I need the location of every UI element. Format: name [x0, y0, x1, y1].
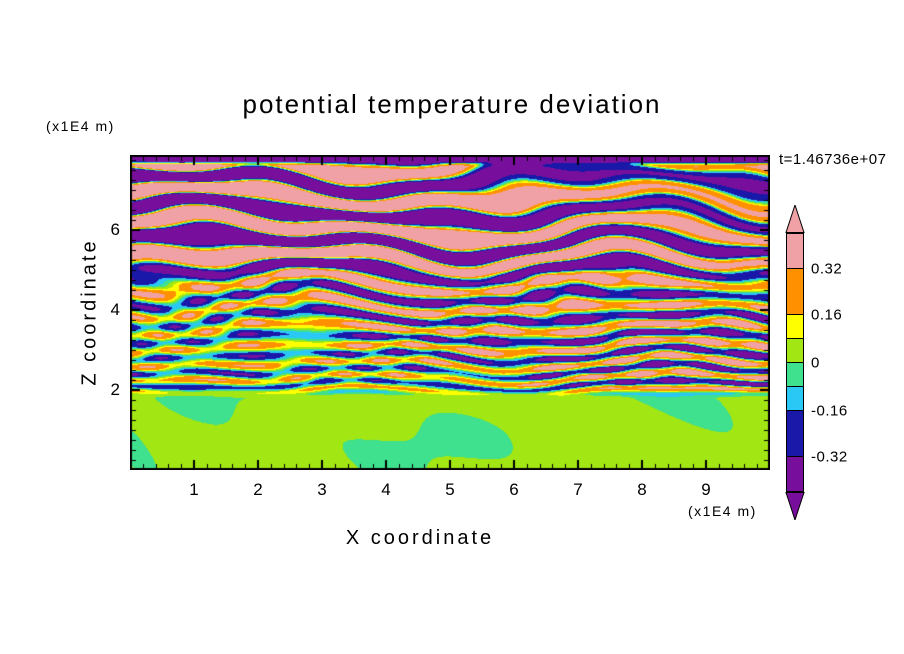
x-tick-label: 7	[573, 480, 583, 499]
x-tick-label: 1	[189, 480, 199, 499]
x-tick-label: 2	[253, 480, 263, 499]
x-tick-label: 9	[701, 480, 711, 499]
x-tick-label: 5	[445, 480, 455, 499]
time-label: t=1.46736e+07	[779, 151, 887, 168]
colorbar-segment	[787, 314, 803, 338]
z-tick-label: 2	[110, 380, 120, 399]
x-tick-label: 6	[509, 480, 519, 499]
colorbar-segment	[787, 456, 803, 491]
colorbar-arrow-up-shape	[785, 205, 805, 233]
x-axis-label: X coordinate	[345, 527, 495, 549]
z-axis-unit-label: (x1E4 m)	[46, 118, 115, 134]
z-tick-label: 4	[110, 300, 120, 319]
colorbar-segment	[787, 410, 803, 456]
colorbar-segment	[787, 338, 803, 362]
colorbar-tick-label: 0.16	[811, 306, 843, 324]
colorbar-segment	[787, 268, 803, 314]
x-axis-unit-label: (x1E4 m)	[688, 503, 757, 519]
colorbar-body	[786, 233, 804, 492]
colorbar-segment	[787, 362, 803, 386]
colorbar-tick-label: -0.32	[811, 448, 848, 466]
heatmap-canvas	[130, 155, 770, 470]
plot-title: potential temperature deviation	[242, 89, 662, 119]
z-tick-label: 6	[110, 220, 120, 239]
colorbar-segment	[787, 234, 803, 268]
colorbar-arrow-down-shape	[785, 492, 805, 520]
x-tick-label: 8	[637, 480, 647, 499]
colorbar: 0.32 0.16 0 -0.16 -0.32	[783, 205, 847, 520]
colorbar-tick-label: 0	[811, 354, 820, 372]
colorbar-tick-label: -0.16	[811, 402, 848, 420]
x-tick-label: 4	[381, 480, 391, 499]
colorbar-segment	[787, 386, 803, 410]
colorbar-arrow-up-icon	[785, 205, 805, 233]
colorbar-tick-label: 0.32	[811, 260, 843, 278]
x-tick-label: 3	[317, 480, 327, 499]
colorbar-arrow-down-icon	[785, 492, 805, 520]
